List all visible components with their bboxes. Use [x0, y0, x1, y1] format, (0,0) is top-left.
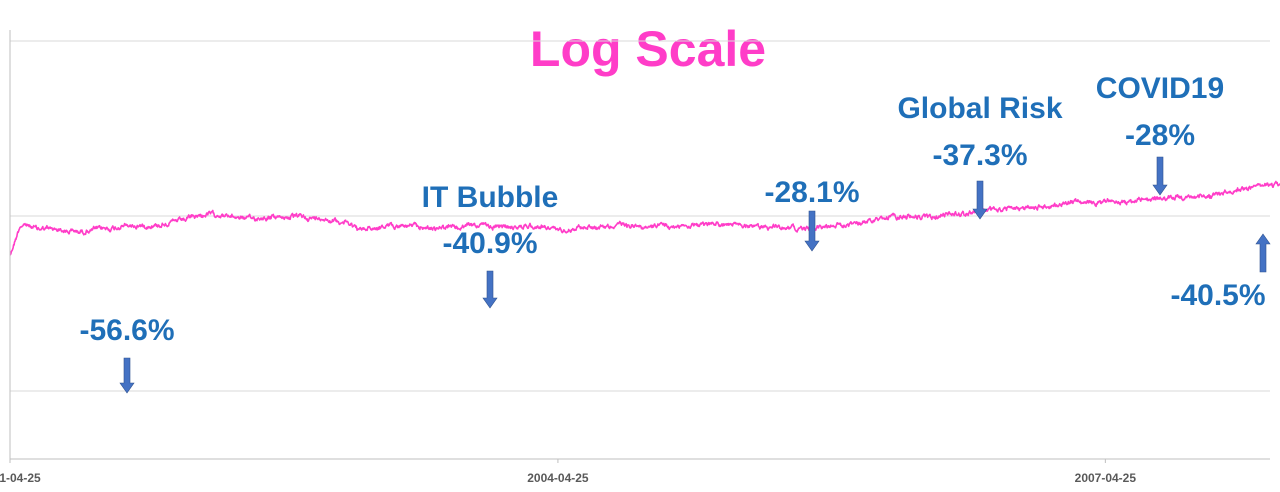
chart-title: Log Scale: [530, 21, 766, 77]
up-arrow-icon: [1255, 233, 1271, 273]
series-line: [9, 180, 1280, 256]
annotation-label: IT Bubble: [422, 181, 559, 214]
x-tick-label: 2004-04-25: [527, 471, 589, 485]
annotation-label: -40.9%: [442, 227, 537, 260]
x-axis: 2001-04-252004-04-252007-04-252010-04-25…: [0, 30, 1270, 485]
annotations: -56.6% IT Bubble -40.9% -28.1% Global Risk -3…: [79, 72, 1271, 394]
series-group: [9, 180, 1280, 256]
annotation-label: -40.5%: [1170, 279, 1265, 312]
down-arrow-icon: [804, 210, 820, 252]
annotation-label: -56.6%: [79, 314, 174, 347]
x-tick-label: 2007-04-25: [1075, 471, 1137, 485]
down-arrow-icon: [1152, 156, 1168, 196]
annotation-label: Global Risk: [897, 92, 1062, 125]
annotation-label: -28.1%: [764, 176, 859, 209]
annotation-label: COVID19: [1096, 72, 1224, 105]
down-arrow-icon: [482, 270, 498, 309]
annotation-label: -28%: [1125, 119, 1195, 152]
down-arrow-icon: [119, 357, 135, 394]
down-arrow-icon: [972, 180, 988, 220]
annotation-label: -37.3%: [932, 139, 1027, 172]
x-tick-label: 2001-04-25: [0, 471, 41, 485]
